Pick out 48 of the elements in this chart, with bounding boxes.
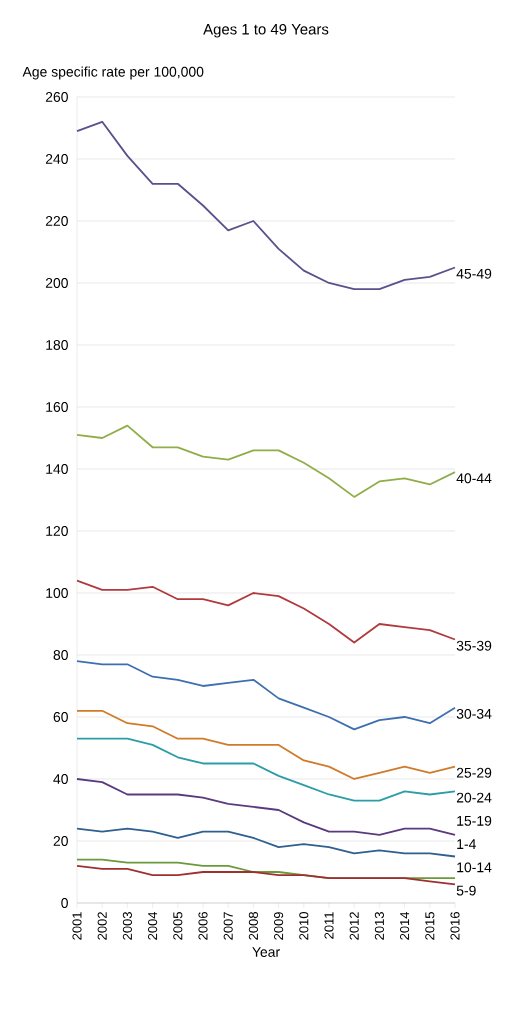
x-axis-title: Year — [252, 947, 280, 957]
y-tick-label: 240 — [45, 154, 68, 164]
y-tick-label: 120 — [46, 526, 68, 536]
y-tick-label: 140 — [46, 464, 68, 474]
chart-title: Ages 1 to 49 Years — [203, 23, 329, 38]
series-label: 20-24 — [456, 792, 492, 803]
y-tick-label: 0 — [61, 898, 68, 908]
y-tick-label: 20 — [53, 836, 68, 846]
x-tick-label: 2001 — [72, 912, 82, 940]
y-tick-label: 60 — [53, 712, 68, 722]
y-tick-label: 260 — [45, 92, 68, 102]
series-label: 10-14 — [457, 862, 492, 873]
series-label: 45-49 — [456, 268, 492, 279]
x-tick-label: 2009 — [274, 912, 284, 940]
x-tick-label: 2007 — [223, 912, 233, 940]
series-label: 30-34 — [456, 708, 492, 719]
line-series — [76, 579, 456, 644]
x-tick-label: 2002 — [97, 912, 107, 940]
series-label: 40-44 — [456, 473, 492, 484]
x-tick-label: 2006 — [198, 912, 208, 940]
x-tick-label: 2003 — [122, 912, 132, 940]
line-series — [76, 120, 456, 291]
series-label: 15-19 — [457, 815, 492, 826]
series-label: 35-39 — [456, 640, 492, 651]
line-series — [76, 660, 456, 731]
x-tick-label: 2013 — [374, 912, 384, 940]
x-tick-label: 2010 — [299, 912, 309, 940]
y-tick-label: 40 — [53, 774, 68, 784]
y-tick-label: 80 — [53, 650, 68, 660]
series-label: 5-9 — [456, 885, 476, 896]
x-tick-label: 2005 — [173, 912, 183, 940]
series-label: 25-29 — [456, 767, 492, 778]
y-tick-label: 220 — [45, 216, 68, 226]
x-tick-label: 2014 — [400, 911, 410, 940]
x-tick-label: 2004 — [148, 911, 158, 940]
y-tick-label: 200 — [45, 278, 68, 288]
x-tick-label: 2015 — [425, 912, 435, 940]
x-tick-label: 2008 — [248, 912, 258, 940]
y-tick-label: 180 — [46, 340, 68, 350]
line-series — [76, 827, 456, 858]
x-tick-label: 2012 — [349, 912, 359, 940]
x-tick-label: 2016 — [450, 912, 460, 940]
y-axis-title: Age specific rate per 100,000 — [22, 66, 204, 80]
line-series — [76, 424, 456, 498]
series-label: 1-4 — [457, 839, 476, 849]
y-tick-label: 160 — [46, 402, 68, 412]
y-tick-label: 100 — [46, 588, 68, 598]
x-tick-label: 2011 — [324, 912, 334, 939]
